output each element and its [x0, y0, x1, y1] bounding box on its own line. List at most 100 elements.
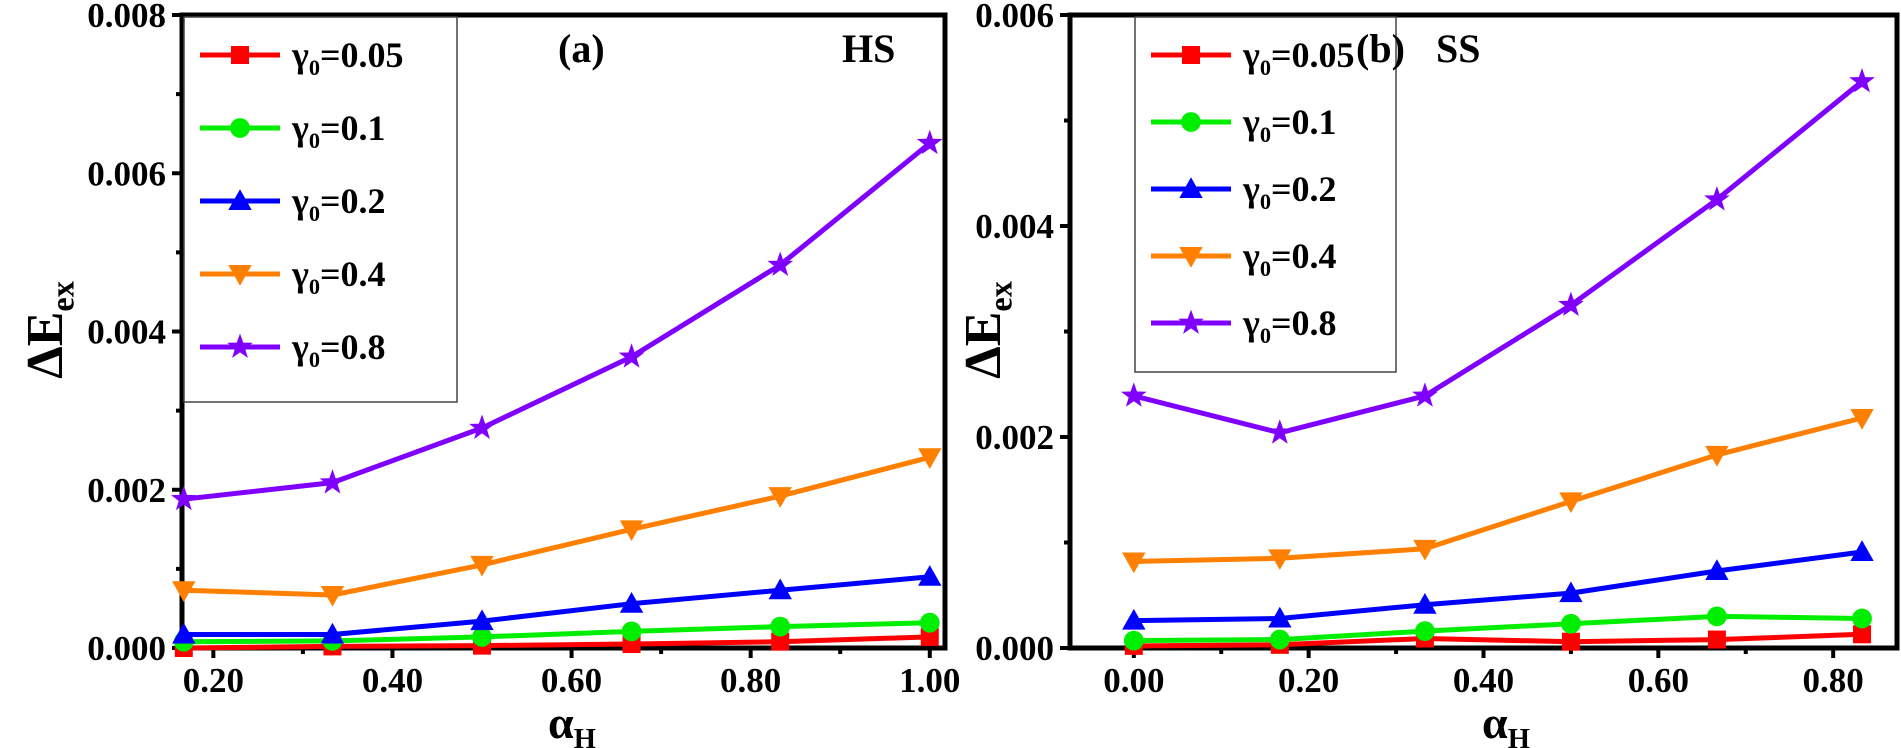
legend-box [1134, 16, 1397, 373]
legend-item: γ0=0.2 [1151, 169, 1337, 214]
x-tick-label: 0.80 [1803, 661, 1864, 700]
x-axis-label-main: α [1482, 697, 1508, 748]
legend-label: γ0=0.1 [1242, 102, 1337, 147]
legend-label-main: γ [291, 108, 309, 148]
legend-label-rest: =0.1 [320, 108, 386, 148]
legend-label: γ0=0.05 [1242, 35, 1355, 80]
panel-annotation: HS [842, 26, 895, 71]
triangle-up-marker [228, 189, 252, 210]
series-line [183, 454, 931, 598]
square-marker [1561, 632, 1580, 651]
y-axis-label-main: ΔE [955, 312, 1012, 379]
triangle-up-marker [1268, 606, 1292, 628]
legend-label: γ0=0.1 [291, 108, 386, 153]
series-line [1133, 549, 1863, 624]
legend-label-main: γ [291, 327, 309, 367]
legend-label-sub: 0 [1260, 122, 1271, 147]
star-marker [618, 343, 645, 368]
legend-label-rest: =0.05 [320, 35, 404, 75]
triangle-up-marker [1122, 608, 1146, 630]
legend-label-rest: =0.05 [1271, 35, 1355, 75]
x-axis-label-main: α [548, 697, 574, 748]
legend-label: γ0=0.4 [1242, 236, 1337, 281]
star-marker [916, 129, 943, 155]
circle-marker [1269, 629, 1290, 650]
legend-label-sub: 0 [309, 201, 320, 226]
triangle-up-marker [470, 609, 494, 631]
legend-label-rest: =0.2 [320, 181, 386, 221]
legend-label-rest: =0.8 [1271, 303, 1337, 343]
legend-item: γ0=0.8 [1151, 303, 1337, 348]
x-axis-label-sub: H [574, 724, 596, 748]
series-triangle-up [1122, 540, 1874, 630]
circle-marker [1561, 613, 1581, 634]
legend-label-rest: =0.4 [1271, 236, 1337, 276]
square-marker [771, 632, 790, 651]
legend-label-rest: =0.4 [320, 254, 386, 294]
series-line [1133, 613, 1863, 644]
triangle-up-marker [768, 578, 792, 600]
legend-label-main: γ [1242, 236, 1260, 276]
panel-label: (a) [558, 26, 605, 71]
legend-label-sub: 0 [309, 128, 320, 153]
y-tick-label: 0.008 [87, 0, 166, 35]
x-tick-label: 1.00 [899, 661, 960, 700]
y-axis-label-main: ΔE [17, 312, 74, 379]
star-marker [1412, 382, 1438, 407]
legend-item: γ0=0.4 [200, 254, 386, 299]
y-tick-label: 0.006 [975, 0, 1054, 35]
legend-label-sub: 0 [1260, 256, 1271, 281]
y-tick-label: 0.004 [975, 207, 1054, 246]
x-tick-label: 0.80 [720, 661, 781, 700]
circle-marker [621, 621, 642, 642]
square-marker [231, 46, 249, 64]
y-axis-label-sub: ex [982, 281, 1018, 311]
x-tick-label: 0.40 [1453, 661, 1514, 700]
square-marker [1182, 46, 1200, 64]
circle-marker [770, 616, 791, 637]
legend-label-sub: 0 [1260, 55, 1271, 80]
panel-annotation: SS [1436, 26, 1481, 71]
legend-label-main: γ [1242, 303, 1260, 343]
triangle-down-marker [1413, 539, 1437, 561]
series-triangle-down [1122, 409, 1874, 574]
legend-label: γ0=0.2 [291, 181, 386, 226]
series-star [1121, 68, 1875, 444]
y-tick-label: 0.004 [87, 313, 166, 352]
series-line [183, 574, 931, 637]
legend-label-sub: 0 [309, 55, 320, 80]
triangle-down-marker [1850, 409, 1874, 430]
series-line [183, 141, 932, 502]
legend-item: γ0=0.8 [200, 327, 386, 372]
legend-label: γ0=0.05 [291, 35, 404, 80]
triangle-up-marker [1850, 540, 1874, 561]
legend-label: γ0=0.4 [291, 254, 386, 299]
triangle-up-marker [918, 565, 942, 586]
series-circle [1123, 606, 1872, 651]
legend-label-sub: 0 [1260, 323, 1271, 348]
circle-marker [1123, 630, 1144, 651]
series-triangle-up [172, 565, 942, 644]
panel-b-chart: 0.000 0.002 0.004 0.006 0.00 0.20 0.40 0.60 0.80… [955, 0, 1900, 748]
panel-a-chart: 0.000 0.002 0.004 0.006 0.008 0.20 0.40 0.60 0.8… [17, 0, 960, 748]
legend-label-main: γ [291, 35, 309, 75]
series-line [1133, 79, 1864, 436]
legend-item: γ0=0.2 [200, 181, 386, 226]
y-tick-label: 0.006 [87, 154, 166, 193]
star-marker [1849, 68, 1875, 93]
circle-marker [919, 612, 940, 633]
x-tick-label: 0.60 [1628, 661, 1689, 700]
x-axis-label-sub: H [1508, 724, 1530, 748]
triangle-up-marker [1559, 581, 1583, 603]
triangle-up-marker [320, 622, 345, 644]
circle-marker [1707, 606, 1727, 627]
x-tick-label: 0.20 [183, 661, 244, 700]
y-tick-label: 0.002 [975, 418, 1054, 457]
triangle-down-marker [1179, 247, 1203, 268]
series-triangle-down [172, 448, 942, 607]
star-marker [227, 333, 253, 358]
y-axis-label-sub: ex [44, 281, 80, 311]
legend-label-main: γ [291, 254, 309, 294]
